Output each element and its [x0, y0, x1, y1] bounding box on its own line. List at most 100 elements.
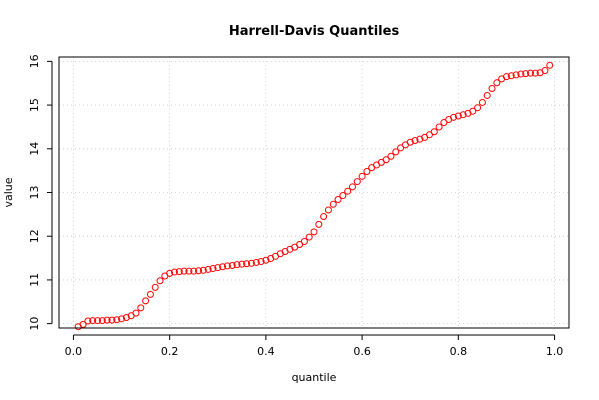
data-point-20: [170, 268, 178, 276]
data-point-78: [450, 113, 458, 121]
data-point-30: [219, 263, 227, 271]
data-point-82: [469, 107, 477, 115]
data-point-21: [175, 268, 183, 276]
data-point-79: [454, 112, 462, 120]
y-axis: 10 11 12 13 14 15 16: [28, 54, 53, 331]
data-point-49: [310, 228, 318, 236]
data-point-38: [257, 258, 265, 266]
data-point-67: [397, 144, 405, 152]
data-point-76: [440, 119, 448, 127]
data-point-9: [118, 315, 126, 323]
data-point-47: [300, 237, 308, 245]
data-point-60: [363, 168, 371, 176]
data-point-92: [517, 70, 525, 78]
data-point-65: [387, 152, 395, 160]
data-point-29: [214, 264, 222, 272]
data-point-95: [531, 69, 539, 77]
data-point-25: [195, 267, 203, 275]
data-point-90: [507, 72, 515, 80]
data-point-8: [113, 316, 121, 324]
data-point-93: [522, 70, 530, 78]
y-tick-label-1: 11: [28, 273, 41, 287]
x-tick-label-2: 0.4: [257, 345, 275, 358]
data-point-3: [89, 317, 97, 325]
data-point-73: [425, 131, 433, 139]
data-point-37: [252, 258, 260, 266]
data-point-2: [84, 317, 92, 325]
data-point-85: [483, 91, 491, 99]
x-axis-label: quantile: [292, 371, 337, 384]
data-point-14: [142, 297, 150, 305]
y-tick-label-5: 15: [28, 98, 41, 112]
data-point-57: [348, 183, 356, 191]
data-point-89: [502, 73, 510, 81]
data-point-15: [146, 290, 154, 298]
data-point-35: [243, 260, 251, 268]
data-point-17: [156, 277, 164, 285]
x-tick-label-0: 0.0: [65, 345, 83, 358]
x-axis: 0.0 0.2 0.4 0.6 0.8 1.0: [65, 334, 564, 358]
data-point-56: [344, 187, 352, 195]
data-point-10: [122, 314, 130, 322]
data-point-13: [137, 304, 145, 312]
data-point-26: [199, 266, 207, 274]
data-point-24: [190, 267, 198, 275]
data-point-66: [392, 148, 400, 156]
data-point-50: [315, 220, 323, 228]
data-point-54: [334, 195, 342, 203]
data-point-75: [435, 123, 443, 131]
data-point-59: [358, 172, 366, 180]
y-tick-label-2: 12: [28, 229, 41, 243]
data-point-4: [93, 317, 101, 325]
data-point-36: [247, 259, 255, 267]
data-point-86: [488, 84, 496, 92]
y-axis-label: value: [2, 177, 15, 207]
data-point-22: [180, 267, 188, 275]
x-tick-label-3: 0.6: [353, 345, 371, 358]
data-point-51: [320, 213, 328, 221]
data-point-31: [223, 262, 231, 270]
y-tick-label-3: 13: [28, 186, 41, 200]
x-tick-label-4: 0.8: [450, 345, 468, 358]
data-point-55: [339, 192, 347, 200]
data-point-34: [238, 260, 246, 268]
data-point-70: [411, 136, 419, 144]
data-point-27: [204, 265, 212, 273]
y-tick-label-4: 14: [28, 142, 41, 156]
data-point-33: [233, 261, 241, 269]
data-point-74: [430, 128, 438, 136]
data-point-97: [541, 67, 549, 75]
data-point-23: [185, 267, 193, 275]
data-point-39: [262, 256, 270, 264]
data-point-69: [406, 138, 414, 146]
y-tick-label-0: 10: [28, 317, 41, 331]
data-point-58: [353, 178, 361, 186]
data-point-98: [546, 61, 554, 69]
x-tick-label-5: 1.0: [546, 345, 564, 358]
data-point-84: [478, 98, 486, 106]
data-point-83: [474, 104, 482, 112]
data-point-52: [324, 206, 332, 214]
chart-title: Harrell-Davis Quantiles: [229, 24, 400, 39]
data-point-48: [305, 233, 313, 241]
data-point-6: [103, 316, 111, 324]
data-point-16: [151, 283, 159, 291]
data-point-12: [132, 309, 140, 317]
data-point-46: [296, 241, 304, 249]
data-point-28: [209, 265, 217, 273]
data-point-32: [228, 262, 236, 269]
data-point-91: [512, 71, 520, 79]
data-points: [74, 61, 554, 331]
x-tick-label-1: 0.2: [161, 345, 179, 358]
y-tick-label-6: 16: [28, 54, 41, 68]
data-point-5: [98, 317, 106, 325]
data-point-7: [108, 316, 116, 324]
data-point-94: [527, 69, 535, 77]
plot-frame: [58, 56, 570, 329]
data-point-64: [382, 156, 390, 164]
data-point-87: [493, 79, 501, 87]
data-point-80: [459, 111, 467, 119]
data-point-53: [329, 200, 337, 208]
